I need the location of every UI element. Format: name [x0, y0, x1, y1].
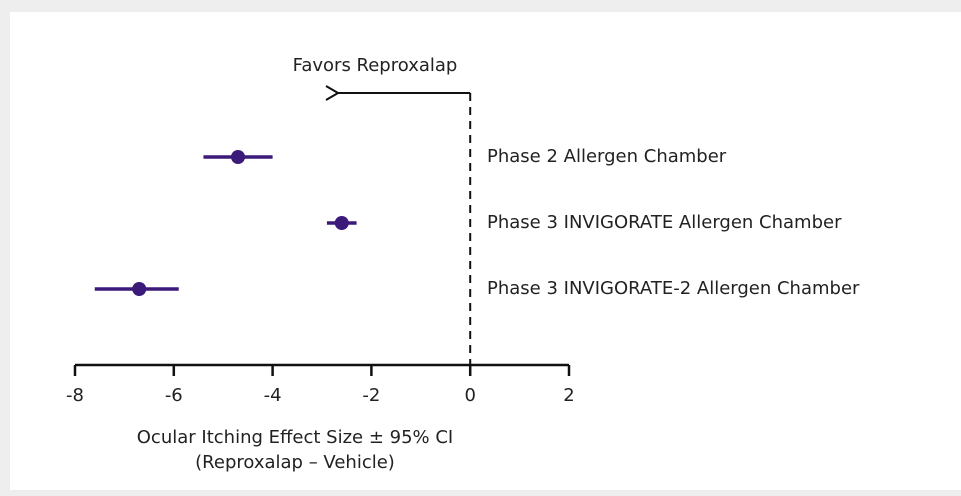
x-tick-label: -6 — [165, 385, 183, 406]
x-tick-label: 2 — [563, 385, 574, 406]
point — [132, 282, 147, 296]
panel — [10, 12, 961, 490]
x-tick-label: 0 — [464, 385, 475, 406]
x-axis-label: Ocular Itching Effect Size ± 95% CI — [137, 427, 453, 448]
category-label: Phase 3 INVIGORATE Allergen Chamber — [487, 212, 842, 233]
x-axis-label: (Reproxalap – Vehicle) — [195, 452, 395, 473]
category-label: Phase 3 INVIGORATE-2 Allergen Chamber — [487, 278, 860, 299]
x-tick-label: -2 — [362, 385, 380, 406]
x-tick-label: -8 — [66, 385, 84, 406]
point — [334, 216, 349, 230]
category-label: Phase 2 Allergen Chamber — [487, 146, 727, 167]
annotation: Favors Reproxalap — [293, 55, 458, 76]
x-tick-label: -4 — [264, 385, 282, 406]
point — [231, 150, 246, 164]
